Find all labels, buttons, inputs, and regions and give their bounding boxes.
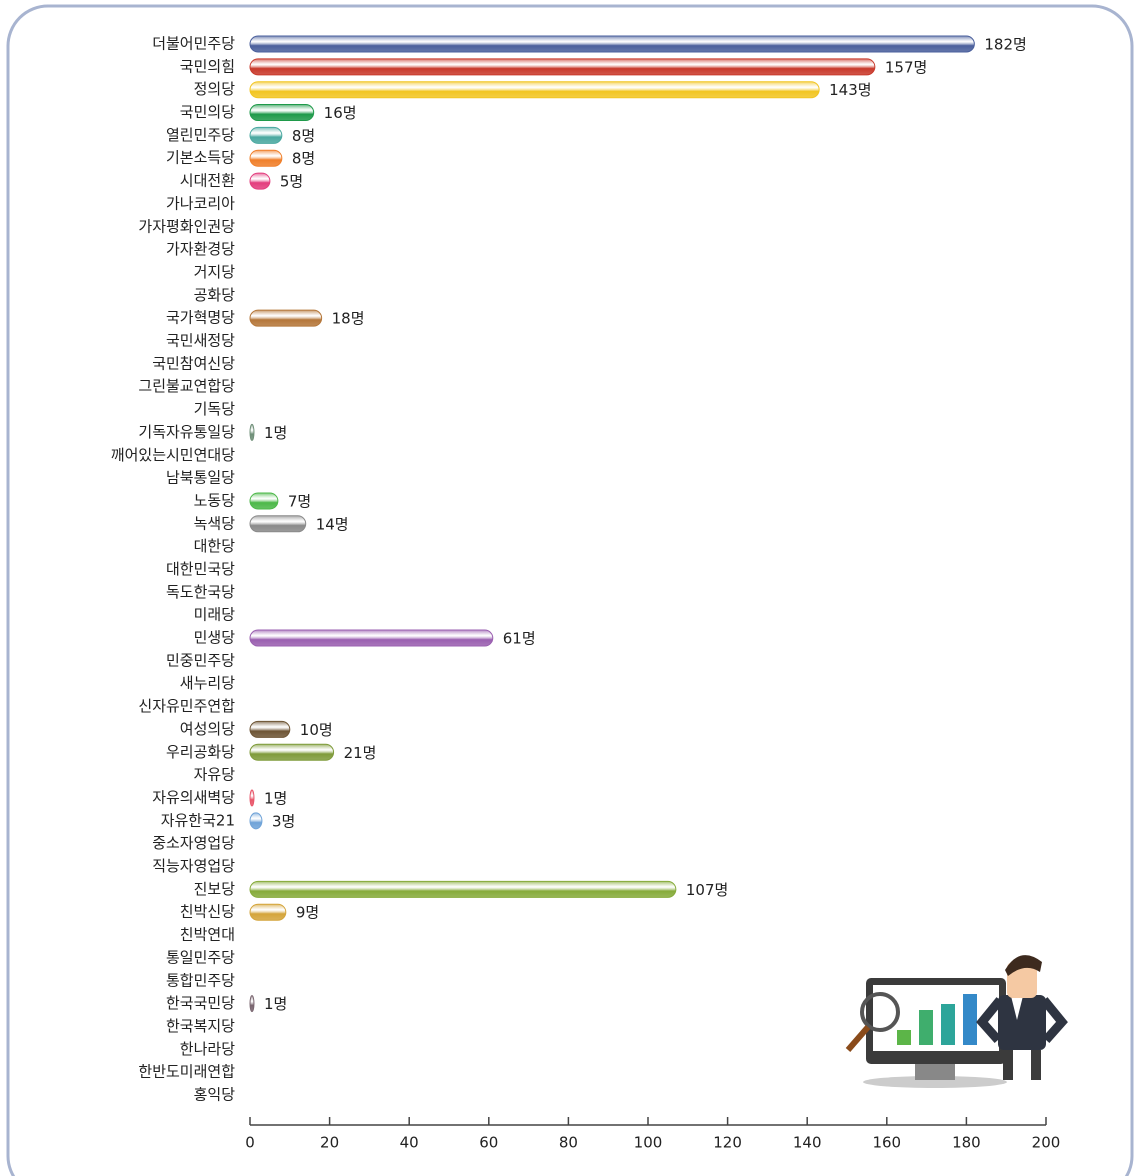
bar bbox=[249, 423, 255, 441]
y-tick-label: 통합민주당 bbox=[166, 971, 235, 989]
y-tick-label: 더불어민주당 bbox=[152, 35, 235, 53]
y-tick-label: 민중민주당 bbox=[166, 651, 235, 669]
y-tick-label: 남북통일당 bbox=[166, 469, 235, 487]
x-tick-label: 0 bbox=[245, 1134, 255, 1152]
y-tick-label: 국민참여신당 bbox=[152, 354, 235, 372]
x-tick-label: 180 bbox=[952, 1134, 981, 1152]
y-tick-label: 한나라당 bbox=[180, 1040, 235, 1058]
value-label: 3명 bbox=[272, 812, 295, 830]
x-tick-label: 120 bbox=[713, 1134, 742, 1152]
x-tick-label: 200 bbox=[1032, 1134, 1061, 1152]
bar bbox=[249, 743, 335, 761]
y-tick-label: 독도한국당 bbox=[166, 583, 235, 601]
value-label: 10명 bbox=[300, 721, 333, 739]
value-label: 16명 bbox=[324, 104, 357, 122]
y-tick-label: 직능자영업당 bbox=[152, 857, 235, 875]
bar bbox=[249, 629, 494, 647]
y-tick-label: 홍익당 bbox=[194, 1086, 236, 1104]
y-tick-label: 노동당 bbox=[194, 491, 236, 509]
bar bbox=[249, 81, 820, 99]
y-tick-label: 국가혁명당 bbox=[166, 309, 235, 327]
y-tick-label: 여성의당 bbox=[180, 720, 235, 738]
y-tick-label: 친박연대 bbox=[180, 926, 235, 944]
y-tick-label: 대한민국당 bbox=[166, 560, 235, 578]
value-label: 143명 bbox=[829, 81, 871, 99]
value-label: 182명 bbox=[984, 36, 1026, 54]
y-tick-label: 미래당 bbox=[194, 606, 236, 624]
y-tick-label: 기독당 bbox=[194, 400, 236, 418]
value-label: 9명 bbox=[296, 904, 319, 922]
bar bbox=[249, 149, 283, 167]
value-label: 5명 bbox=[280, 173, 303, 191]
bar bbox=[249, 903, 287, 921]
x-tick-label: 60 bbox=[479, 1134, 498, 1152]
value-label: 21명 bbox=[344, 744, 377, 762]
value-label: 61명 bbox=[503, 630, 536, 648]
y-tick-label: 국민의당 bbox=[180, 103, 235, 121]
x-tick-label: 160 bbox=[872, 1134, 901, 1152]
y-tick-label: 녹색당 bbox=[194, 514, 236, 532]
value-label: 8명 bbox=[292, 150, 315, 168]
y-tick-label: 정의당 bbox=[194, 80, 236, 98]
y-tick-label: 진보당 bbox=[194, 880, 236, 898]
y-tick-label: 열린민주당 bbox=[166, 126, 235, 144]
y-tick-label: 한국복지당 bbox=[166, 1017, 235, 1035]
y-tick-label: 중소자영업당 bbox=[152, 834, 235, 852]
x-tick-label: 40 bbox=[400, 1134, 419, 1152]
bar bbox=[249, 720, 291, 738]
value-label: 107명 bbox=[686, 881, 728, 899]
bar bbox=[249, 789, 255, 807]
x-tick-label: 20 bbox=[320, 1134, 339, 1152]
value-label: 1명 bbox=[264, 995, 287, 1013]
y-tick-label: 시대전환 bbox=[180, 172, 235, 190]
y-tick-label: 친박신당 bbox=[180, 903, 235, 921]
value-label: 8명 bbox=[292, 127, 315, 145]
bar bbox=[249, 172, 271, 190]
illustration bbox=[845, 955, 1068, 1088]
y-tick-label: 대한당 bbox=[194, 537, 236, 555]
x-tick-label: 140 bbox=[793, 1134, 822, 1152]
y-tick-label: 자유한국21 bbox=[161, 811, 235, 829]
value-label: 14명 bbox=[316, 515, 349, 533]
value-label: 157명 bbox=[885, 58, 927, 76]
y-tick-label: 기독자유통일당 bbox=[138, 423, 235, 441]
y-tick-label: 민생당 bbox=[194, 629, 236, 647]
y-tick-label: 국민의힘 bbox=[180, 57, 235, 75]
y-tick-label: 가자평화인권당 bbox=[138, 217, 235, 235]
y-tick-label: 신자유민주연합 bbox=[138, 697, 235, 715]
y-tick-label: 새누리당 bbox=[180, 674, 235, 692]
bar bbox=[249, 126, 283, 144]
y-tick-label: 거지당 bbox=[194, 263, 236, 281]
y-tick-label: 국민새정당 bbox=[166, 332, 235, 350]
y-tick-label: 기본소득당 bbox=[166, 149, 235, 167]
y-tick-label: 한반도미래연합 bbox=[138, 1063, 235, 1081]
y-tick-label: 가나코리아 bbox=[166, 194, 235, 212]
value-label: 18명 bbox=[332, 310, 365, 328]
x-tick-label: 100 bbox=[634, 1134, 663, 1152]
value-label: 1명 bbox=[264, 424, 287, 442]
y-tick-label: 자유의새벽당 bbox=[152, 788, 235, 806]
y-tick-label: 자유당 bbox=[194, 766, 236, 784]
y-tick-label: 가자환경당 bbox=[166, 240, 235, 258]
bar bbox=[249, 995, 255, 1013]
bar bbox=[249, 309, 323, 327]
y-tick-label: 공화당 bbox=[194, 286, 236, 304]
value-label: 7명 bbox=[288, 492, 311, 510]
bar bbox=[249, 35, 975, 53]
y-tick-label: 통일민주당 bbox=[166, 948, 235, 966]
bar bbox=[249, 492, 279, 510]
value-label: 1명 bbox=[264, 789, 287, 807]
y-tick-label: 한국국민당 bbox=[166, 994, 235, 1012]
bar bbox=[249, 880, 677, 898]
x-tick-label: 80 bbox=[559, 1134, 578, 1152]
y-tick-label: 그린불교연합당 bbox=[138, 377, 235, 395]
y-tick-label: 깨어있는시민연대당 bbox=[111, 446, 235, 464]
bar bbox=[249, 515, 307, 533]
bar bbox=[249, 812, 263, 830]
bar bbox=[249, 104, 315, 122]
bar bbox=[249, 58, 876, 76]
y-tick-label: 우리공화당 bbox=[166, 743, 235, 761]
